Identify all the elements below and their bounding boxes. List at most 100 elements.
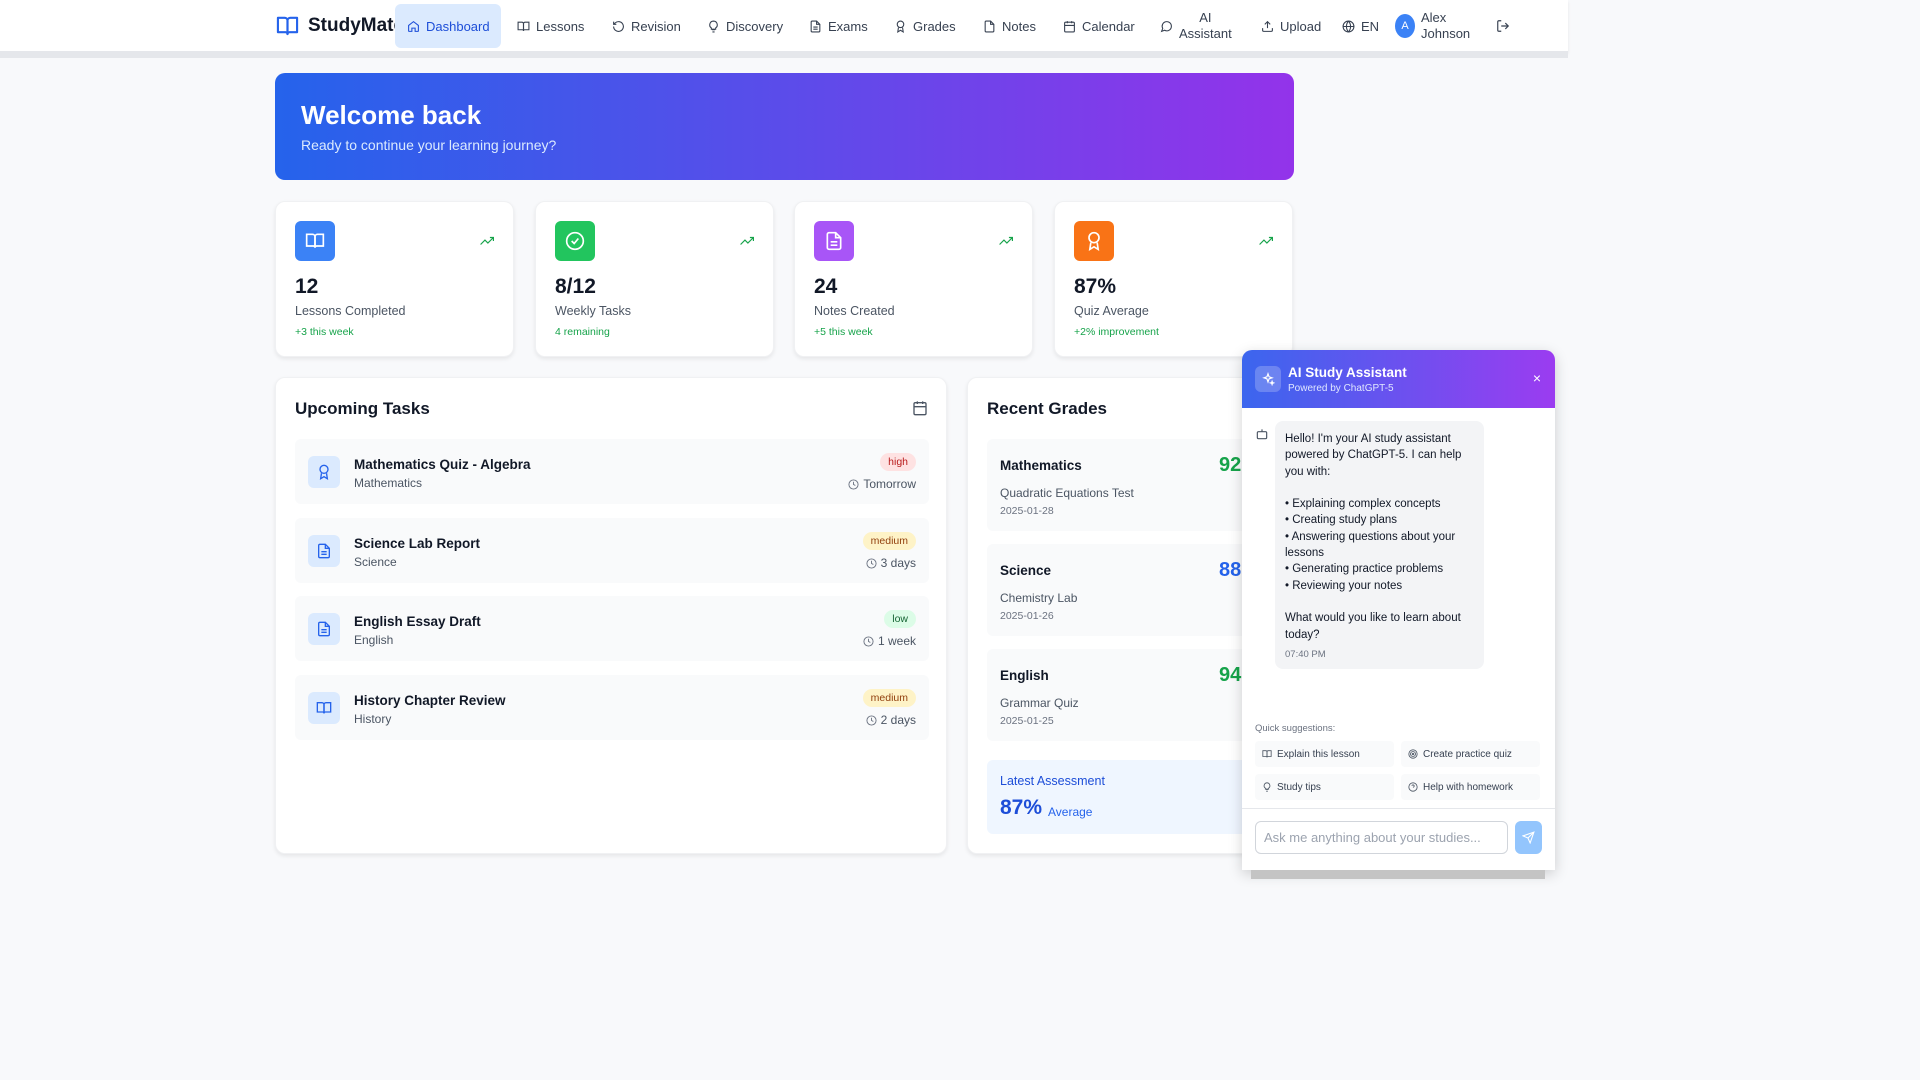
nav-dashboard[interactable]: Dashboard (395, 4, 501, 48)
nav-ai-line1: AI (1199, 10, 1212, 25)
nav-exams[interactable]: Exams (797, 4, 880, 48)
suggestion-homework-help[interactable]: Help with homework (1401, 774, 1540, 800)
task-due: 1 week (863, 634, 916, 648)
task-due: 2 days (866, 713, 916, 727)
task-icon-box (308, 692, 340, 724)
chat-input[interactable]: Ask me anything about your studies... (1255, 821, 1508, 854)
nav-grades[interactable]: Grades (882, 4, 968, 48)
priority-badge: medium (862, 689, 916, 707)
suggestion-study-tips[interactable]: Study tips (1255, 774, 1394, 800)
priority-badge: low (884, 610, 916, 628)
message-line: • Creating study plans (1285, 514, 1398, 527)
ai-chat-widget: AI Study Assistant Powered by ChatGPT-5 … (1242, 350, 1555, 870)
calendar-icon (1064, 20, 1075, 32)
stat-value: 8/12 (555, 275, 596, 298)
stat-card-lessons: 12 Lessons Completed +3 this week (275, 201, 514, 357)
language-label: EN (1361, 18, 1380, 34)
nav-divider (0, 52, 1568, 58)
close-button[interactable]: × (1532, 370, 1541, 386)
file-text-icon (318, 543, 330, 559)
nav-ai-assistant[interactable]: AI Assistant (1148, 4, 1244, 48)
nav-calendar[interactable]: Calendar (1051, 4, 1147, 48)
suggestions-label: Quick suggestions: (1255, 723, 1336, 734)
message-line: today? (1285, 628, 1320, 641)
welcome-title: Welcome back (301, 100, 482, 130)
task-name: English Essay Draft (354, 614, 481, 629)
panel-title: Upcoming Tasks (295, 399, 430, 418)
task-due-text: 2 days (880, 713, 916, 727)
grade-subject: Mathematics (1000, 458, 1082, 473)
book-icon (305, 233, 325, 248)
trending-up-icon (480, 236, 494, 245)
nav-ai-line2: Assistant (1179, 26, 1232, 41)
lightbulb-icon (1263, 782, 1271, 792)
nav-notes-label: Notes (1002, 18, 1036, 34)
grade-score: 92 (1219, 454, 1242, 476)
task-subject: English (354, 633, 394, 647)
language-selector[interactable]: EN (1330, 4, 1391, 48)
message-line: • Reviewing your notes (1285, 579, 1403, 592)
stat-change: +5 this week (814, 326, 873, 338)
task-item[interactable]: English Essay Draft English low 1 week (295, 596, 929, 661)
calendar-icon[interactable] (912, 400, 928, 416)
nav-revision[interactable]: Revision (600, 4, 693, 48)
suggestion-label: Study tips (1277, 781, 1321, 793)
help-circle-icon (1408, 782, 1418, 792)
stat-change: +2% improvement (1074, 326, 1159, 338)
logout-button[interactable] (1484, 4, 1522, 48)
grade-score: 88 (1219, 559, 1242, 581)
send-button[interactable] (1515, 821, 1542, 854)
task-due-text: 3 days (880, 556, 916, 570)
stat-card-notes: 24 Notes Created +5 this week (794, 201, 1033, 357)
suggestion-explain-lesson[interactable]: Explain this lesson (1255, 741, 1394, 767)
latest-assessment: Latest Assessment 87% Average (987, 760, 1249, 834)
welcome-subtitle: Ready to continue your learning journey? (301, 137, 557, 153)
nav-dashboard-label: Dashboard (426, 18, 490, 34)
nav-notes[interactable]: Notes (971, 4, 1048, 48)
clock-icon (866, 714, 877, 726)
message-line: • Generating practice problems (1285, 563, 1444, 576)
task-item[interactable]: Science Lab Report Science medium 3 days (295, 518, 929, 583)
nav-ai-assistant-label: AI Assistant (1179, 10, 1232, 42)
horizontal-scrollbar[interactable] (1251, 870, 1545, 879)
grade-item[interactable]: Mathematics 92 Quadratic Equations Test … (987, 439, 1249, 531)
upcoming-tasks-panel: Upcoming Tasks Mathematics Quiz - Algebr… (275, 377, 947, 854)
user-first-name: Alex (1421, 10, 1447, 25)
suggestion-label: Explain this lesson (1277, 748, 1360, 760)
stat-value: 87% (1074, 275, 1117, 298)
grade-item[interactable]: Science 88 Chemistry Lab 2025-01-26 (987, 544, 1249, 636)
message-icon (1160, 20, 1172, 32)
brand-logo[interactable]: StudyMate (275, 14, 404, 37)
nav-lessons[interactable]: Lessons (505, 4, 596, 48)
task-item[interactable]: History Chapter Review History medium 2 … (295, 675, 929, 740)
grade-item[interactable]: English 94 Grammar Quiz 2025-01-25 (987, 649, 1249, 741)
stat-label: Notes Created (814, 304, 895, 318)
nav-revision-label: Revision (631, 18, 681, 34)
message-line: lessons (1285, 547, 1324, 560)
suggestion-label: Help with homework (1423, 781, 1514, 793)
sparkles-icon (1262, 372, 1275, 386)
book-icon (517, 21, 530, 31)
message-line: • Answering questions about your (1285, 530, 1456, 543)
stat-icon-box (814, 221, 854, 261)
file-text-icon (810, 20, 821, 32)
task-name: Mathematics Quiz - Algebra (354, 457, 531, 472)
grade-subject: English (1000, 668, 1049, 683)
grade-test: Quadratic Equations Test (1000, 486, 1134, 500)
message-line: Hello! I'm your AI study assistant (1285, 433, 1451, 445)
suggestion-practice-quiz[interactable]: Create practice quiz (1401, 741, 1540, 767)
task-subject: Mathematics (354, 476, 423, 490)
grade-date: 2025-01-26 (1000, 610, 1054, 622)
message-line (1285, 480, 1474, 496)
task-item[interactable]: Mathematics Quiz - Algebra Mathematics h… (295, 439, 929, 504)
task-name: Science Lab Report (354, 536, 481, 551)
task-due: 3 days (866, 556, 916, 570)
user-menu[interactable]: A Alex Johnson (1383, 4, 1482, 48)
latest-assessment-sub: Average (1048, 805, 1093, 819)
priority-badge: medium (862, 532, 916, 550)
nav-discovery[interactable]: Discovery (695, 4, 795, 48)
nav-upload[interactable]: Upload (1249, 4, 1333, 48)
avatar: A (1395, 14, 1415, 38)
user-name: Alex Johnson (1421, 10, 1470, 42)
grade-test: Grammar Quiz (1000, 696, 1079, 710)
